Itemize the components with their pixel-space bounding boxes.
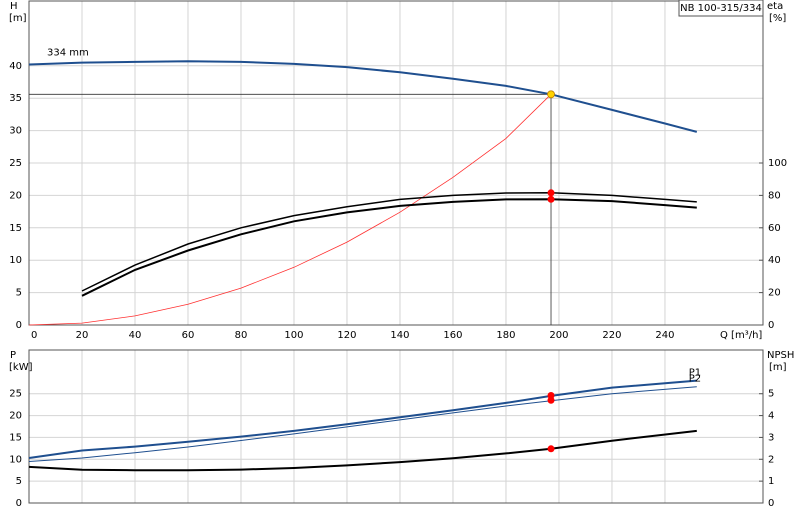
curve-label: P1 xyxy=(689,368,701,379)
y-tick-label: 10 xyxy=(9,454,22,465)
y-tick-label: 35 xyxy=(9,93,22,104)
y-tick-label: 0 xyxy=(16,498,22,509)
y-tick-label: 15 xyxy=(9,223,22,234)
chart-title: NB 100-315/334 xyxy=(680,3,762,14)
x-tick-label: 40 xyxy=(129,330,142,341)
y-tick-label: 10 xyxy=(9,255,22,266)
operating-point xyxy=(547,189,555,197)
plot-frame xyxy=(28,0,764,326)
y2-axis-label: NPSH xyxy=(767,350,794,361)
y2-tick-label: 80 xyxy=(768,190,781,201)
y2-tick-label: 0 xyxy=(768,498,774,509)
y-tick-label: 40 xyxy=(9,61,22,72)
y-tick-label: 5 xyxy=(16,288,22,299)
y2-tick-label: 20 xyxy=(768,288,781,299)
operating-point xyxy=(547,195,555,203)
y-tick-label: 25 xyxy=(9,389,22,400)
x-tick-label: 160 xyxy=(443,330,462,341)
y2-tick-label: 1 xyxy=(768,476,774,487)
y-tick-label: 25 xyxy=(9,158,22,169)
x-tick-label: 0 xyxy=(31,330,37,341)
y-tick-label: 5 xyxy=(16,476,22,487)
y2-tick-label: 0 xyxy=(768,320,774,331)
x-tick-label: 60 xyxy=(182,330,195,341)
plot-frame xyxy=(28,349,764,504)
y2-tick-label: 4 xyxy=(768,411,774,422)
y-tick-label: 0 xyxy=(16,320,22,331)
x-tick-label: 80 xyxy=(235,330,248,341)
x-tick-label: 180 xyxy=(496,330,515,341)
y2-tick-label: 5 xyxy=(768,389,774,400)
y2-tick-label: 100 xyxy=(768,158,787,169)
curve xyxy=(28,429,697,472)
y-axis-label: H xyxy=(10,1,18,12)
operating-point xyxy=(547,445,555,453)
y-tick-label: 20 xyxy=(9,190,22,201)
y2-axis-label: eta xyxy=(767,1,783,12)
y2-tick-label: 60 xyxy=(768,223,781,234)
y-axis-unit: [kW] xyxy=(9,362,33,373)
y-axis-unit: [m] xyxy=(9,13,27,24)
operating-point xyxy=(547,90,555,99)
x-tick-label: 100 xyxy=(284,330,303,341)
x-tick-label: 20 xyxy=(76,330,89,341)
x-tick-label: 200 xyxy=(549,330,568,341)
curve xyxy=(28,386,697,462)
y2-tick-label: 40 xyxy=(768,255,781,266)
operating-point xyxy=(547,391,555,399)
y-tick-label: 30 xyxy=(9,126,22,137)
curve xyxy=(81,192,697,292)
x-tick-label: 120 xyxy=(337,330,356,341)
curve-label: P2 xyxy=(689,374,701,385)
y-tick-label: 15 xyxy=(9,432,22,443)
x-tick-label: 240 xyxy=(655,330,674,341)
title-box xyxy=(678,0,764,17)
curve-label: 334 mm xyxy=(47,48,89,59)
x-axis-label: Q [m³/h] xyxy=(720,330,762,341)
curve xyxy=(28,60,698,133)
operating-point xyxy=(547,396,555,404)
y-tick-label: 20 xyxy=(9,411,22,422)
x-tick-label: 140 xyxy=(390,330,409,341)
y2-axis-unit: [%] xyxy=(769,13,786,24)
curve xyxy=(28,94,552,326)
x-tick-label: 220 xyxy=(602,330,621,341)
curve xyxy=(28,379,697,459)
y2-axis-unit: [m] xyxy=(769,362,787,373)
y2-tick-label: 2 xyxy=(768,454,774,465)
y-axis-label: P xyxy=(10,350,16,361)
y2-tick-label: 3 xyxy=(768,432,774,443)
curve xyxy=(81,198,697,297)
